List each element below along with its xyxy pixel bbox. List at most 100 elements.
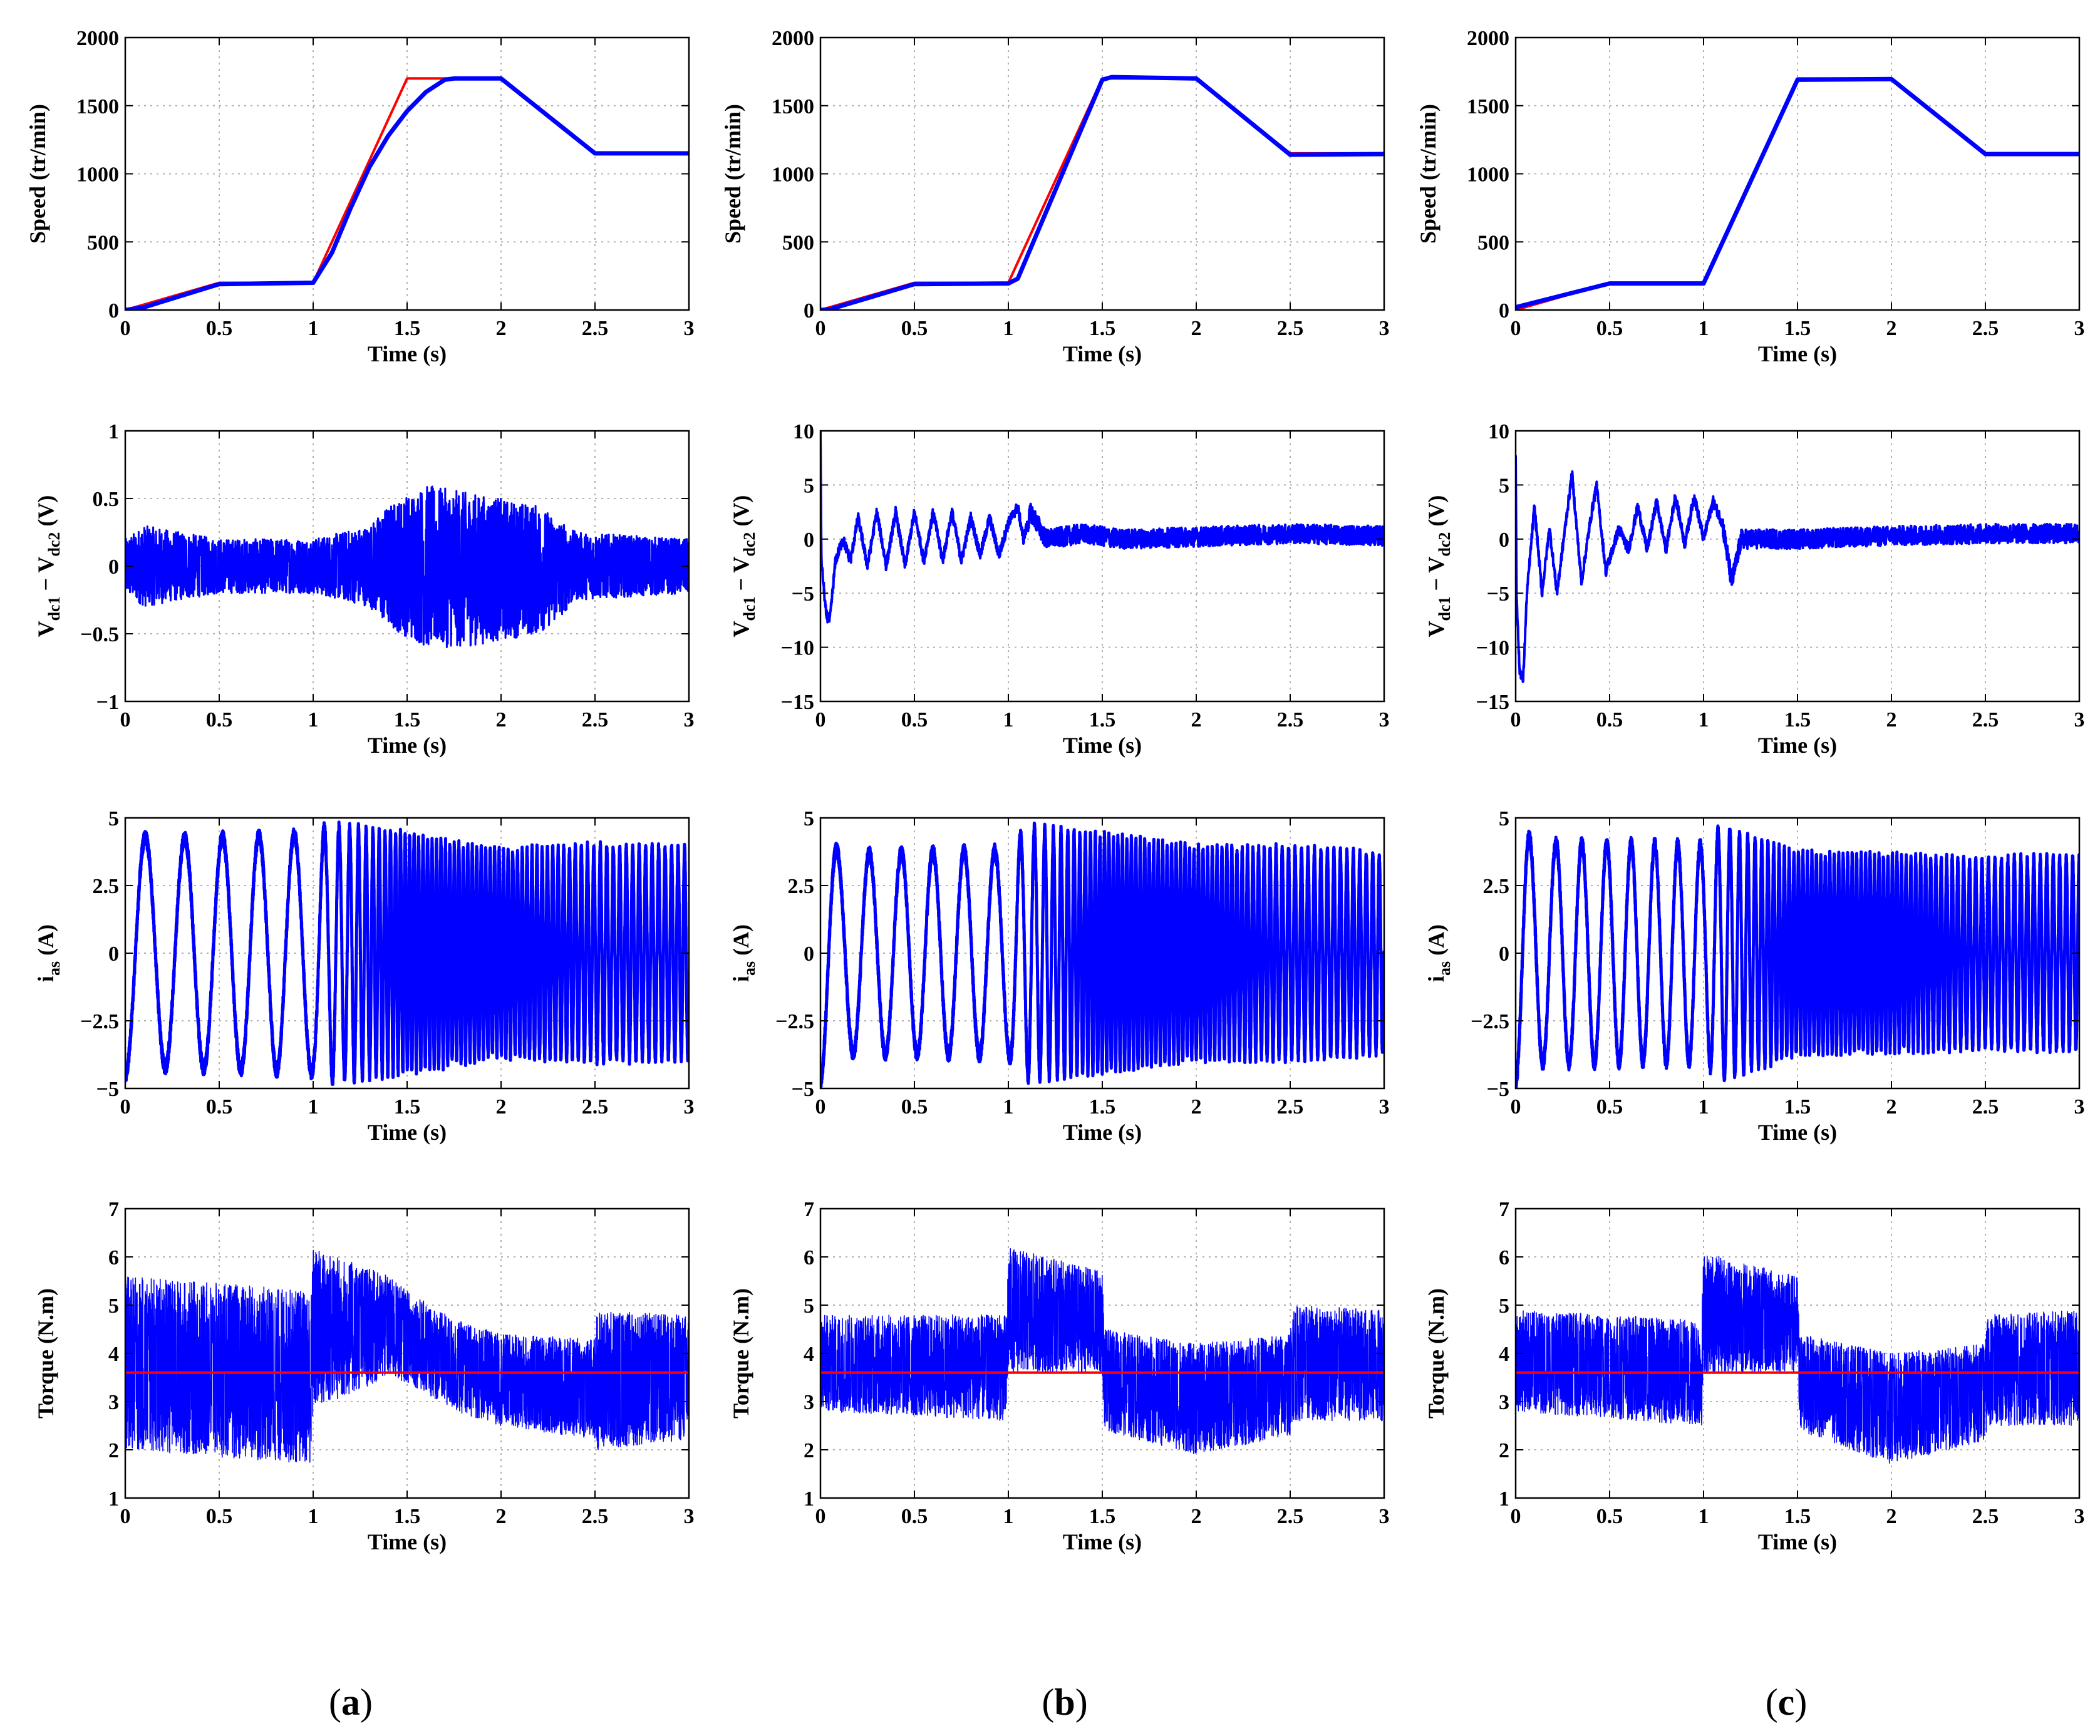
x-tick-label: 2.5 [1277,1505,1304,1528]
caption-c: (c) [1766,1682,1808,1723]
y-tick-label: 2000 [76,27,119,50]
y-tick-label: −2.5 [775,1010,814,1033]
x-tick-label: 1 [1003,1095,1014,1119]
x-tick-label: 2 [496,708,507,731]
y-axis-label: Vdc1 − Vdc2 (V) [33,495,63,638]
x-tick-label: 3 [1379,1095,1390,1119]
y-tick-label: 6 [804,1246,814,1269]
y-tick-label: 7 [804,1198,814,1221]
x-tick-label: 1.5 [394,1505,421,1528]
y-tick-label: 2.5 [1483,875,1510,898]
y-tick-label: −10 [781,637,814,660]
y-tick-label: 2.5 [788,875,815,898]
y-tick-label: 5 [1499,807,1509,830]
x-tick-label: 1.5 [1089,708,1116,731]
plot-area-torque-a [125,1249,689,1463]
ticks-voltage-b: 0 0.5 1 1.5 2 2.5 3 −15 −10 −5 0 5 10 [781,420,1390,731]
x-axis-label: Time (s) [1063,733,1142,758]
x-tick-label: 1.5 [1784,317,1811,340]
y-tick-label: 4 [108,1343,119,1366]
x-tick-label: 3 [2074,1505,2085,1528]
x-tick-label: 0.5 [206,1095,233,1119]
x-tick-label: 0 [815,1505,826,1528]
x-tick-label: 0 [1511,317,1521,340]
x-tick-label: 3 [1379,1505,1390,1528]
x-tick-label: 0.5 [1596,708,1623,731]
y-tick-label: −0.5 [80,623,119,646]
y-tick-label: 3 [108,1391,119,1414]
y-axis-label: ias (A) [33,924,63,982]
series-measured-speed-b [820,75,1384,310]
y-tick-label: 2 [108,1439,119,1462]
y-tick-label: −5 [792,1078,814,1101]
x-tick-label: 1.5 [1784,708,1811,731]
y-tick-label: −5 [96,1078,119,1101]
series-measured-current-c [1516,824,2079,1088]
x-tick-label: 0.5 [206,708,233,731]
x-axis-label: Time (s) [368,1529,447,1554]
plot-area-voltage-b [820,431,1384,624]
y-tick-label: 2 [1499,1439,1509,1462]
y-tick-label: 10 [793,420,814,443]
ticks-current-a: 0 0.5 1 1.5 2 2.5 3 −5 −2.5 0 2.5 5 [80,807,694,1119]
y-tick-label: 7 [1499,1198,1509,1221]
x-tick-label: 1.5 [1089,1095,1116,1119]
y-axis-label: Speed (tr/min) [720,104,745,244]
chart-speed-b: 0 0.5 1 1.5 2 2.5 3 0 500 1000 1500 2000 Time (s) Spe… [720,27,1390,366]
x-tick-label: 1 [1699,708,1709,731]
x-tick-label: 1 [1699,1095,1709,1119]
caption-b: (b) [1042,1682,1087,1723]
chart-speed-c: 0 0.5 1 1.5 2 2.5 3 0 500 1000 1500 2000 Time (s) Spe… [1415,27,2085,366]
x-tick-label: 2 [1191,1505,1202,1528]
x-tick-label: 0 [815,317,826,340]
x-tick-label: 2 [1191,708,1202,731]
x-tick-label: 0.5 [901,1095,928,1119]
x-tick-label: 3 [2074,708,2085,731]
y-tick-label: 10 [1488,420,1509,443]
x-tick-label: 2 [1886,317,1897,340]
chart-voltage-b: 0 0.5 1 1.5 2 2.5 3 −15 −10 −5 0 5 10 Time (s) Vdc1 − … [728,420,1390,758]
y-tick-label: −1 [96,691,119,714]
plot-area-speed-c [1516,76,2079,310]
chart-voltage-a: 0 0.5 1 1.5 2 2.5 3 −1 −0.5 0 0.5 1 Time (s) Vdc1 − V… [33,420,695,758]
x-tick-label: 1 [1003,1505,1014,1528]
y-tick-label: 2000 [1467,27,1509,50]
x-tick-label: 1 [1003,708,1014,731]
ticks-torque-a: 0 0.5 1 1.5 2 2.5 3 1 2 3 4 5 6 7 [108,1198,695,1528]
y-tick-label: −2.5 [80,1010,119,1033]
x-axis-label: Time (s) [1758,1529,1837,1554]
x-tick-label: 2.5 [582,1095,609,1119]
y-tick-label: 1 [1499,1487,1509,1511]
y-tick-label: −15 [781,691,814,714]
x-tick-label: 0.5 [901,1505,928,1528]
x-axis-label: Time (s) [368,733,447,758]
x-tick-label: 0.5 [1596,317,1623,340]
x-tick-label: 2 [496,1505,507,1528]
y-axis-label: Speed (tr/min) [1415,104,1441,244]
x-tick-label: 1 [1699,317,1709,340]
x-tick-label: 3 [684,708,695,731]
y-tick-label: 3 [1499,1391,1509,1414]
x-tick-label: 1.5 [1089,317,1116,340]
y-tick-label: 0 [804,529,814,552]
x-tick-label: 2.5 [1277,1095,1304,1119]
x-tick-label: 1.5 [394,1095,421,1119]
x-tick-label: 3 [1379,708,1390,731]
x-axis-label: Time (s) [1758,1120,1837,1145]
ticks-speed-a: 0 0.5 1 1.5 2 2.5 3 0 500 1000 1500 2000 [76,27,695,340]
y-axis-label: Torque (N.m) [728,1288,753,1418]
y-tick-label: 1000 [772,163,814,187]
chart-current-a: 0 0.5 1 1.5 2 2.5 3 −5 −2.5 0 2.5 5 Time (s) ias (A) [33,807,695,1145]
x-tick-label: 2 [1886,1505,1897,1528]
y-tick-label: −5 [1487,582,1509,606]
y-tick-label: 4 [1499,1343,1509,1366]
y-tick-label: 2 [804,1439,814,1462]
x-tick-label: 2 [1191,317,1202,340]
x-tick-label: 1 [1003,317,1014,340]
y-tick-label: −5 [792,582,814,606]
series-measured-current-b [820,821,1384,1088]
x-axis-label: Time (s) [1063,1120,1142,1145]
x-tick-label: 3 [684,1095,695,1119]
ticks-torque-b: 0 0.5 1 1.5 2 2.5 3 1 2 3 4 5 6 7 [804,1198,1390,1528]
x-tick-label: 2 [496,1095,507,1119]
